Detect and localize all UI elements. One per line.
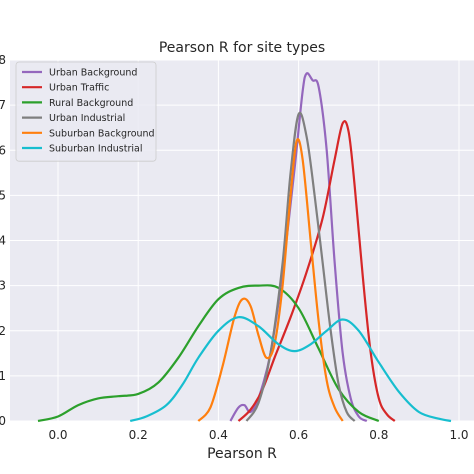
legend-label: Urban Background: [49, 68, 137, 79]
y-tick-label: 4: [0, 234, 6, 248]
x-tick-labels: 0.0 0.2 0.4 0.6 0.8 1.0: [48, 428, 468, 442]
y-tick-label: 6: [0, 143, 6, 157]
y-tick-label: 5: [0, 188, 6, 202]
x-tick-label: 0.6: [289, 428, 308, 442]
legend-label: Suburban Industrial: [49, 144, 142, 155]
series-lines: [37, 72, 452, 423]
legend-frame: [15, 61, 157, 162]
series-line-urban-industrial: [245, 111, 356, 422]
x-axis-label: Pearson R: [207, 446, 277, 462]
legend-label: Urban Industrial: [49, 113, 125, 124]
legend-label: Urban Traffic: [49, 83, 109, 94]
y-tick-label: 3: [0, 279, 6, 293]
x-tick-label: 0.2: [129, 428, 148, 442]
series-line-rural-background: [37, 284, 380, 423]
y-tick-label: 7: [0, 98, 6, 112]
legend: Urban Background Urban Traffic Rural Backg…: [15, 61, 157, 162]
x-tick-label: 1.0: [449, 428, 468, 442]
x-tick-label: 0.8: [369, 428, 388, 442]
chart-title: Pearson R for site types: [159, 40, 325, 56]
x-tick-label: 0.0: [48, 428, 67, 442]
y-tick-label: 0: [0, 414, 6, 428]
y-tick-label: 2: [0, 324, 6, 338]
y-tick-label: 8: [0, 53, 6, 67]
y-tick-label: 1: [0, 369, 6, 383]
x-tick-label: 0.4: [209, 428, 228, 442]
series-line-urban-background: [229, 72, 368, 423]
y-tick-labels: 0 1 2 3 4 5 6 7 8: [0, 53, 6, 428]
series-line-suburban-industrial: [129, 316, 452, 423]
series-line-urban-traffic: [237, 120, 396, 422]
legend-label: Rural Background: [49, 98, 133, 109]
legend-label: Suburban Background: [49, 128, 155, 139]
